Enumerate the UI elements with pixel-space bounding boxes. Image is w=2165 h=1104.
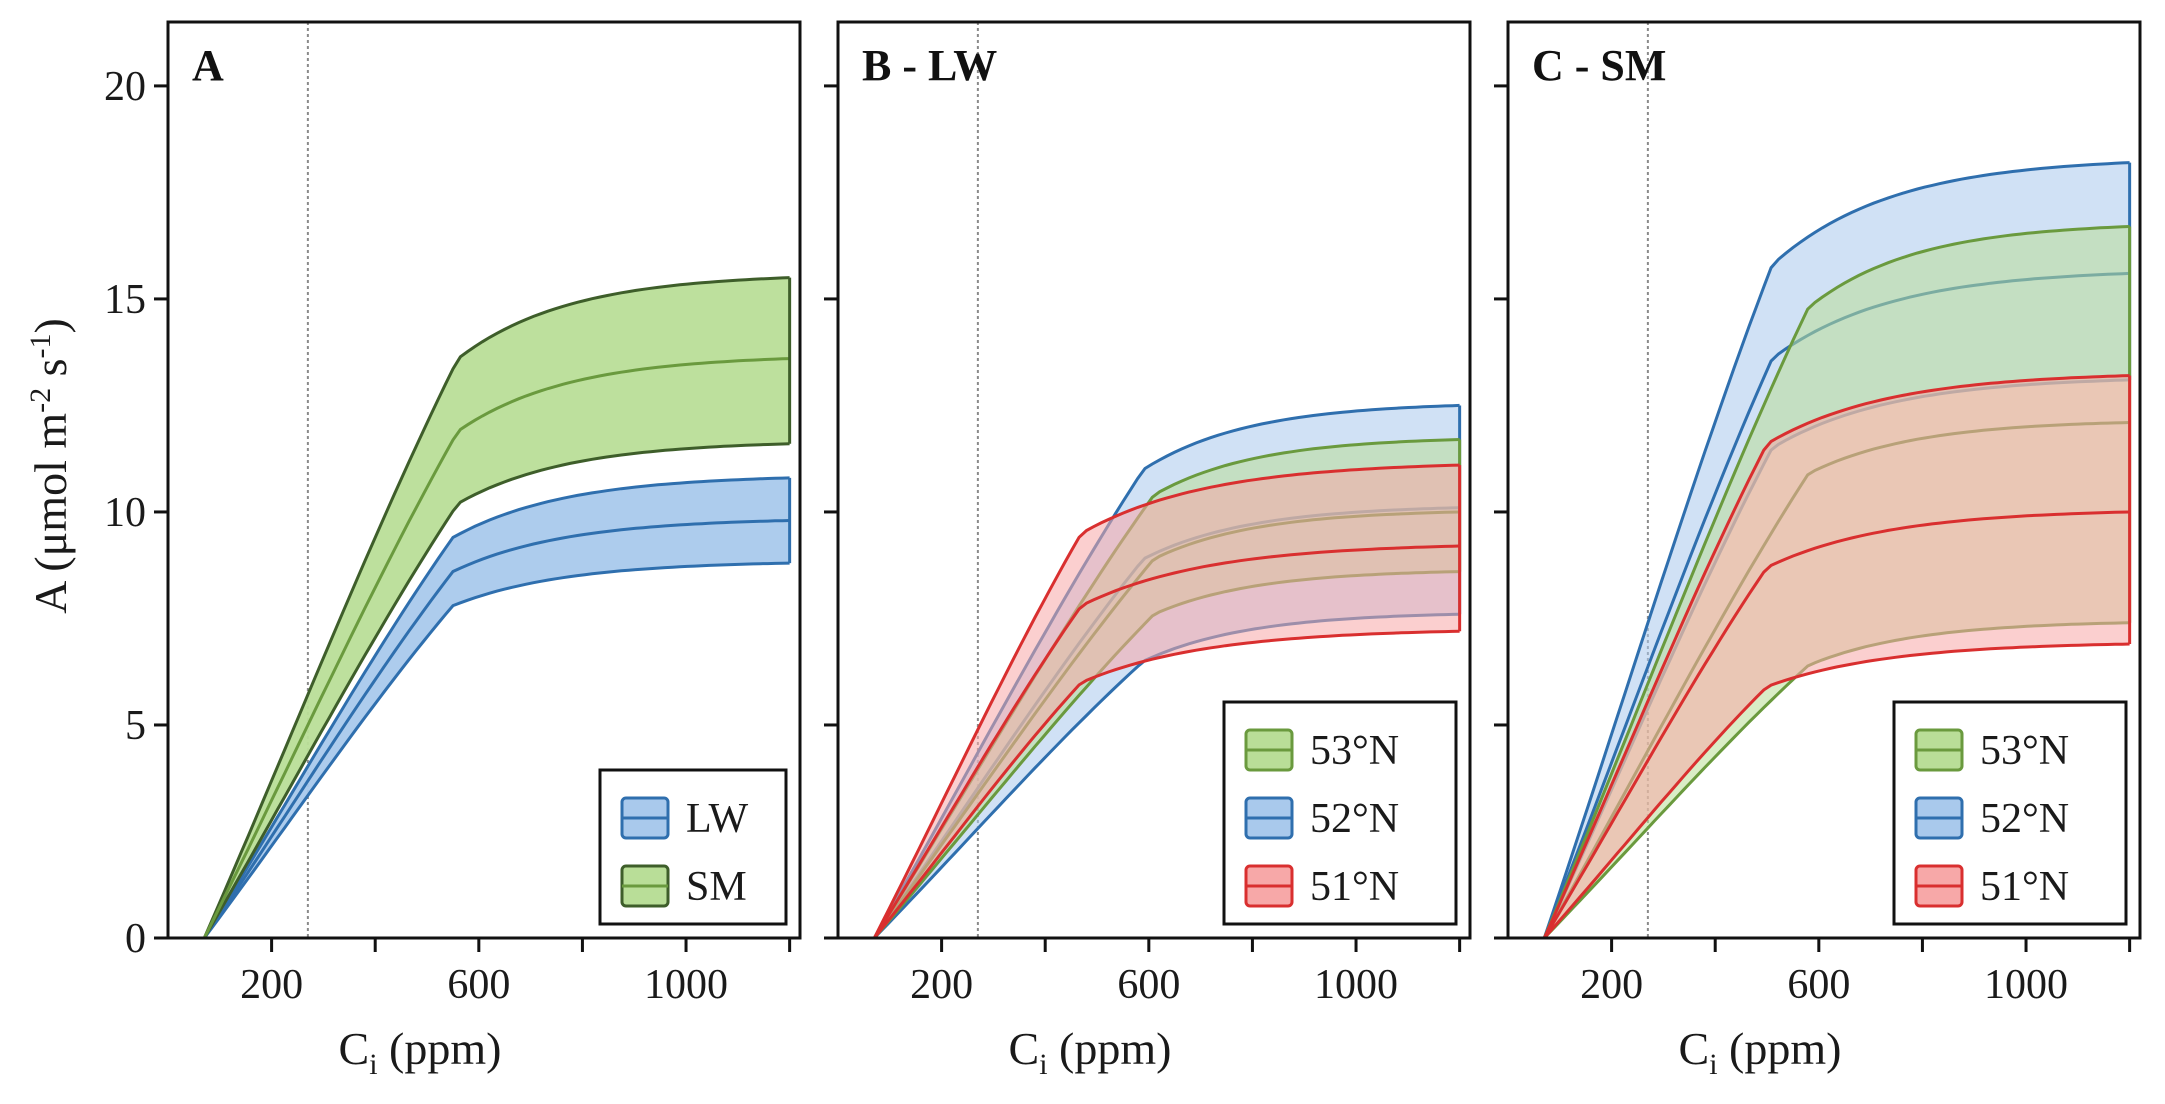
legend-label-SM: SM [686,864,747,910]
x-tick-label: 600 [447,962,510,1008]
upper-line-LW [203,476,790,938]
x-tick-label: 1000 [644,962,728,1008]
y-tick-label: 10 [104,490,146,536]
lower-line-LW [203,561,790,938]
panel-a: 0 5 10 15 20 200 600 1000 A LW SM [104,20,802,1008]
upper-line-lat51 [1542,374,2130,938]
legend-label-lat52: 52°N [1310,796,1399,842]
legend: 53°N 52°N 51°N [1222,700,1458,926]
x-tick-label: 600 [1117,962,1180,1008]
x-axis-title-a: Ci (ppm) [339,1023,502,1081]
plot-frame [836,20,1472,940]
x-tick-label: 1000 [1314,962,1398,1008]
y-axis-title: A (μmol m-2 s-1) [24,318,76,614]
legend-label-lat51: 51°N [1980,864,2069,910]
y-tick-label: 5 [125,703,146,749]
legend: LW SM [598,768,788,926]
upper-line-lat53 [1542,225,2130,938]
panel-b-lw: 200 600 1000 B - LW 53°N 52°N 51°N [824,20,1472,1008]
lower-line-lat51 [873,629,1460,938]
x-tick-label: 1000 [1984,962,2068,1008]
y-tick-label: 0 [125,916,146,962]
band-lat51 [1544,375,2130,938]
plot-frame [166,20,802,940]
x-tick-label: 200 [910,962,973,1008]
mean-line-LW [203,519,790,938]
panel-title: B - LW [862,41,997,90]
y-tick-label: 15 [104,277,146,323]
band-lat51 [874,465,1460,938]
legend-label-lat53: 53°N [1980,728,2069,774]
plot-frame [1506,20,2142,940]
legend: 53°N 52°N 51°N [1892,700,2128,926]
x-tick-label: 200 [240,962,303,1008]
mean-line-SM [202,357,790,938]
legend-label-lat52: 52°N [1980,796,2069,842]
legend-label-lat53: 53°N [1310,728,1399,774]
upper-line-lat52 [1542,161,2130,938]
panel-c-sm: 200 600 1000 C - SM 53°N 52°N 51°N [1494,20,2142,1008]
legend-label-LW: LW [686,796,749,842]
x-tick-label: 600 [1787,962,1850,1008]
mean-line-lat51 [1543,510,2130,938]
x-axis-title-c: Ci (ppm) [1679,1023,1842,1081]
upper-line-lat51 [872,463,1460,938]
y-tick-label: 20 [104,64,146,110]
lower-line-lat51 [1543,642,2130,938]
lower-line-SM [203,442,790,938]
upper-line-SM [202,276,790,938]
band-LW [204,477,790,938]
mean-line-lat51 [873,544,1460,938]
panel-title: C - SM [1532,41,1666,90]
panel-title: A [192,41,224,90]
legend-label-lat51: 51°N [1310,864,1399,910]
band-SM [204,277,790,938]
x-axis-title-b: Ci (ppm) [1009,1023,1172,1081]
x-tick-label: 200 [1580,962,1643,1008]
